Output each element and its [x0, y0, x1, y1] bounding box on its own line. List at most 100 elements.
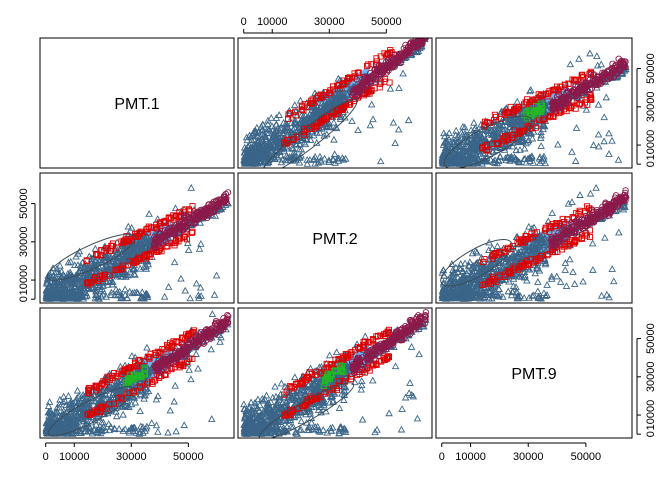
triangle-point: [256, 148, 265, 156]
triangle-point: [122, 272, 130, 280]
square-point: [555, 219, 562, 227]
triangle-point: [289, 155, 298, 163]
triangle-point: [105, 267, 113, 275]
triangle-point: [134, 242, 142, 250]
square-point: [521, 262, 528, 269]
triangle-point: [43, 294, 52, 302]
square-point: [153, 221, 160, 228]
triangle-point: [522, 139, 531, 147]
triangle-point: [303, 135, 311, 143]
triangle-point: [467, 145, 475, 153]
square-point: [98, 247, 105, 254]
circle-point: [155, 240, 162, 248]
triangle-point: [339, 95, 348, 103]
square-point: [479, 281, 486, 288]
triangle-point: [496, 153, 504, 160]
circle-point: [574, 89, 581, 97]
triangle-point: [331, 89, 340, 96]
square-point: [532, 124, 539, 131]
triangle-point: [533, 244, 541, 252]
triangle-point: [261, 140, 269, 148]
triangle-point: [525, 154, 534, 162]
triangle-point: [45, 272, 54, 279]
triangle-point: [527, 242, 535, 250]
triangle-point: [104, 420, 113, 427]
triangle-point: [539, 125, 547, 133]
triangle-point: [84, 284, 93, 292]
circle-point: [561, 229, 569, 237]
triangle-point: [447, 294, 456, 301]
circle-point: [620, 63, 627, 70]
square-point: [93, 251, 100, 258]
square-point: [134, 255, 141, 262]
triangle-point: [323, 99, 331, 107]
triangle-point: [475, 293, 483, 300]
triangle-point: [553, 272, 561, 280]
triangle-point: [129, 393, 138, 401]
triangle-point: [195, 293, 203, 301]
square-point: [160, 218, 167, 225]
triangle-point: [100, 267, 108, 274]
square-point: [340, 104, 348, 111]
square-point: [317, 117, 324, 124]
circle-point: [606, 71, 613, 78]
triangle-point: [348, 117, 356, 124]
triangle-point: [92, 265, 101, 273]
circle-point: [568, 221, 576, 229]
circle-point: [578, 216, 586, 224]
triangle-point: [317, 157, 326, 165]
square-point: [144, 229, 151, 236]
triangle-point: [452, 263, 460, 271]
triangle-point: [488, 294, 496, 302]
square-point: [339, 80, 346, 87]
square-point: [572, 238, 579, 245]
triangle-point: [243, 145, 251, 152]
confidence-ellipse: [261, 99, 358, 168]
triangle-point: [112, 285, 120, 293]
circle-point: [550, 106, 557, 114]
triangle-point: [275, 134, 283, 142]
triangle-point: [543, 291, 551, 298]
circle-point: [194, 215, 201, 223]
triangle-point: [196, 283, 205, 291]
square-point: [188, 229, 195, 236]
square-point: [538, 105, 545, 112]
triangle-point: [389, 118, 398, 126]
circle-point: [404, 43, 412, 51]
triangle-point: [386, 84, 395, 92]
square-point: [330, 110, 337, 117]
triangle-point: [615, 228, 623, 236]
square-point: [567, 237, 574, 244]
triangle-point: [296, 96, 305, 104]
triangle-point: [192, 279, 201, 287]
triangle-point: [525, 293, 533, 301]
triangle-point: [53, 268, 61, 276]
triangle-point: [311, 159, 319, 167]
triangle-point: [330, 118, 338, 126]
triangle-point: [113, 254, 121, 262]
triangle-point: [313, 109, 322, 117]
triangle-point: [335, 154, 343, 162]
triangle-point: [101, 256, 109, 264]
triangle-point: [94, 294, 102, 302]
circle-point: [560, 98, 567, 106]
triangle-point: [42, 289, 51, 297]
triangle-point: [498, 125, 507, 133]
triangle-point: [498, 140, 507, 148]
square-point: [373, 55, 380, 62]
circle-point: [556, 235, 564, 243]
triangle-point: [64, 392, 73, 399]
triangle-point: [533, 242, 541, 250]
triangle-point: [336, 113, 345, 121]
confidence-ellipse: [440, 239, 513, 287]
triangle-point: [495, 119, 503, 127]
triangle-point: [445, 129, 453, 136]
circle-point: [581, 222, 589, 229]
ellipse-center-marker: +: [473, 258, 478, 268]
triangle-point: [320, 103, 329, 110]
triangle-point: [461, 130, 469, 137]
square-point: [118, 238, 125, 245]
triangle-point: [481, 263, 489, 271]
triangle-point: [306, 136, 315, 143]
triangle-point: [471, 291, 480, 299]
